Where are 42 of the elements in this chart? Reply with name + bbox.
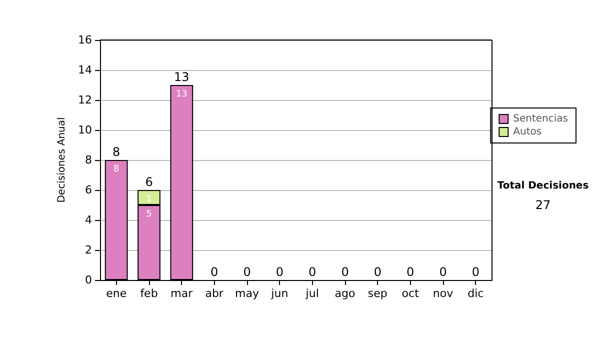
text: 27 (535, 198, 551, 212)
y-tick-label: 2 (85, 244, 92, 256)
x-tick-label: feb (140, 287, 158, 300)
text: Total Decisiones (497, 180, 589, 192)
legend-label: Autos (513, 126, 542, 138)
data-label: 8 (113, 164, 120, 174)
total-label: 0 (406, 265, 414, 279)
total-label: 13 (174, 70, 190, 84)
data-label: 5 (146, 210, 152, 220)
x-tick-label: nov (432, 287, 454, 300)
x-tick-label: mar (170, 287, 194, 300)
x-tick-label: jul (304, 287, 319, 300)
total-label: 6 (145, 175, 153, 189)
total-label: 0 (210, 265, 218, 279)
total-label: 0 (374, 265, 382, 279)
data-label: 13 (176, 90, 188, 100)
data-label: 1 (146, 194, 152, 204)
total-label: 0 (243, 265, 251, 279)
x-tick-label: sep (368, 287, 388, 300)
total-label: 8 (112, 145, 120, 159)
x-tick-label: oct (402, 287, 420, 300)
y-tick-label: 6 (85, 184, 92, 196)
x-tick-label: jun (270, 287, 288, 300)
y-tick-label: 12 (78, 94, 92, 106)
y-tick-label: 8 (85, 154, 92, 166)
x-tick-label: ene (106, 287, 127, 300)
total-label: 0 (341, 265, 349, 279)
x-tick-label: abr (205, 287, 224, 300)
y-tick-label: 10 (78, 124, 92, 136)
total-label: 0 (439, 265, 447, 279)
y-tick-label: 0 (85, 274, 92, 286)
x-tick-label: may (235, 287, 260, 300)
y-axis-title: Decisiones Anual (56, 117, 68, 203)
y-tick-label: 16 (78, 34, 92, 46)
total-label: 0 (472, 265, 480, 279)
total-label: 0 (308, 265, 316, 279)
total-label: 0 (276, 265, 284, 279)
y-tick-label: 14 (78, 64, 92, 76)
legend-label: Sentencias (513, 114, 568, 124)
y-tick-label: 4 (85, 214, 92, 226)
x-tick-label: ago (334, 287, 356, 300)
x-tick-label: dic (468, 287, 484, 300)
